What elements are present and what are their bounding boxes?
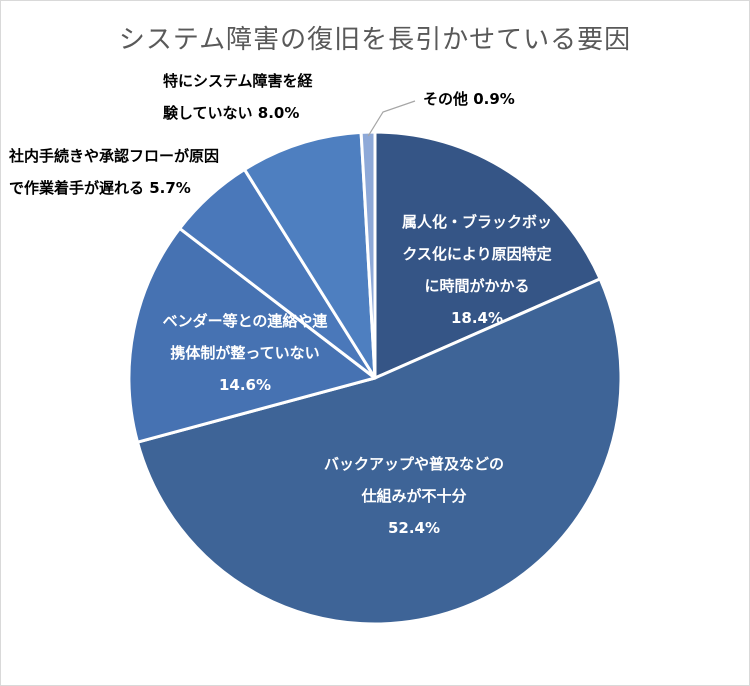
slice-value-3: 5.7% [144,179,191,197]
slice-value-5: 0.9% [468,90,515,108]
slice-label-4: 特にシステム障害を経験していない 8.0% [163,72,314,122]
pie-slice-2 [127,226,377,444]
slice-label-5: その他 0.9% [423,90,515,108]
pie-slice-5 [359,130,377,380]
slice-value-2: 14.6% [219,376,271,394]
pie-slice-0 [373,130,602,380]
slice-label-2: ベンダー等との連絡や連携体制が整っていない 14.6% [163,312,329,394]
slice-value-1: 52.4% [388,519,440,537]
slice-value-4: 8.0% [253,104,300,122]
slice-label-1: バックアップや普及などの仕組みが不十分 52.4% [324,455,504,537]
pie-slice-4 [242,130,377,380]
slice-label-3: 社内手続きや承認フローが原因で作業着手が遅れる 5.7% [8,147,219,197]
chart-title: システム障害の復旧を長引かせている要因 [118,25,632,55]
leader-line-other [367,100,416,137]
slice-label-0: 属人化・ブラックボックス化により原因特定に時間がかかる 18.4% [402,213,552,327]
slice-value-0: 18.4% [451,309,503,327]
pie-slice-1 [136,277,623,626]
